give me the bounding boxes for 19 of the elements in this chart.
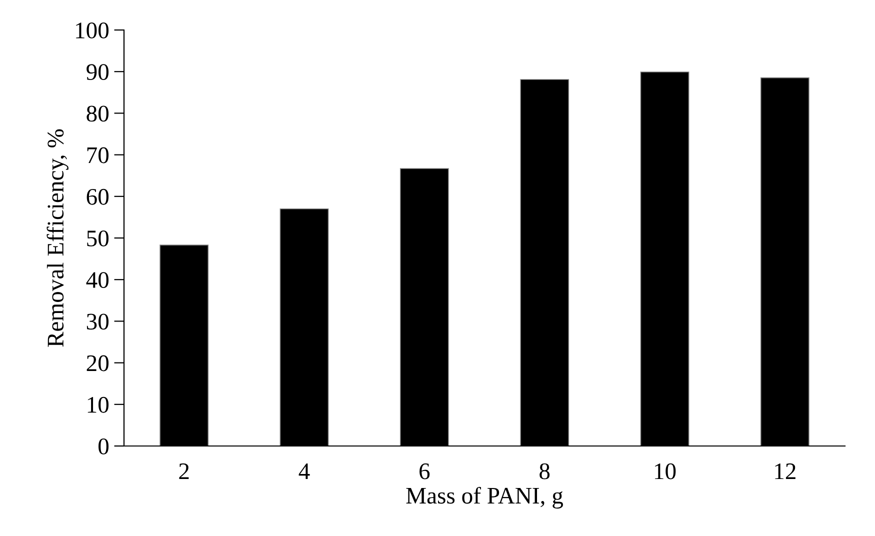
y-tick-label: 30 xyxy=(86,314,109,330)
x-axis-title: Mass of PANI, g xyxy=(406,486,563,509)
x-tick-label: 6 xyxy=(420,463,430,480)
y-tick-label: 90 xyxy=(86,64,109,80)
x-tick-label: 4 xyxy=(298,464,310,480)
y-tick-label: 80 xyxy=(86,106,109,122)
y-tick-label: 40 xyxy=(86,272,109,288)
y-tick-label: 0 xyxy=(98,438,109,454)
y-axis-title: Removal Efficiency, % xyxy=(46,129,68,347)
x-tick-label: 12 xyxy=(775,463,796,480)
y-tick-label: 10 xyxy=(88,396,109,413)
y-tick-label: 100 xyxy=(76,22,109,38)
y-tick-label: 20 xyxy=(86,355,109,372)
y-tick-label: 50 xyxy=(87,230,109,246)
y-tick-label: 60 xyxy=(86,188,109,205)
x-tick-label: 8 xyxy=(540,463,550,480)
x-tick-label: 2 xyxy=(179,463,189,480)
y-tick-label: 70 xyxy=(87,147,109,164)
x-tick-label: 10 xyxy=(655,463,676,480)
